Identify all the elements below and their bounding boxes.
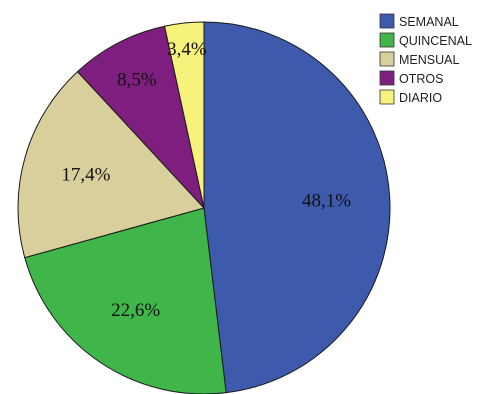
pie-slice-otros — [76, 25, 205, 210]
legend-label-otros: OTROS — [399, 72, 443, 86]
slice-label-quincenal: 22,6% — [111, 300, 160, 321]
legend-swatch-mensual — [379, 51, 395, 67]
pie-slice-mensual — [17, 70, 205, 259]
pie-slice-semanal — [203, 21, 391, 394]
legend-label-mensual: MENSUAL — [399, 53, 459, 67]
legend-swatch-semanal — [379, 13, 395, 29]
legend-swatch-otros — [379, 70, 395, 86]
pie-slice-diario — [163, 21, 205, 209]
legend-swatch-quincenal — [379, 32, 395, 48]
legend-label-quincenal: QUINCENAL — [399, 34, 472, 48]
legend-swatch-diario — [379, 89, 395, 105]
slice-label-semanal: 48,1% — [302, 191, 351, 212]
legend: SEMANAL QUINCENAL MENSUAL OTROS DIARIO — [379, 13, 472, 105]
pie-slices — [17, 21, 391, 394]
legend-label-semanal: SEMANAL — [399, 15, 459, 29]
slice-label-mensual: 17,4% — [61, 164, 110, 185]
slice-label-otros: 8,5% — [117, 69, 157, 90]
legend-label-diario: DIARIO — [399, 91, 442, 105]
pie-labels: 48,1% 22,6% 17,4% 8,5% 3,4% — [61, 39, 351, 321]
slice-label-diario: 3,4% — [167, 39, 207, 60]
